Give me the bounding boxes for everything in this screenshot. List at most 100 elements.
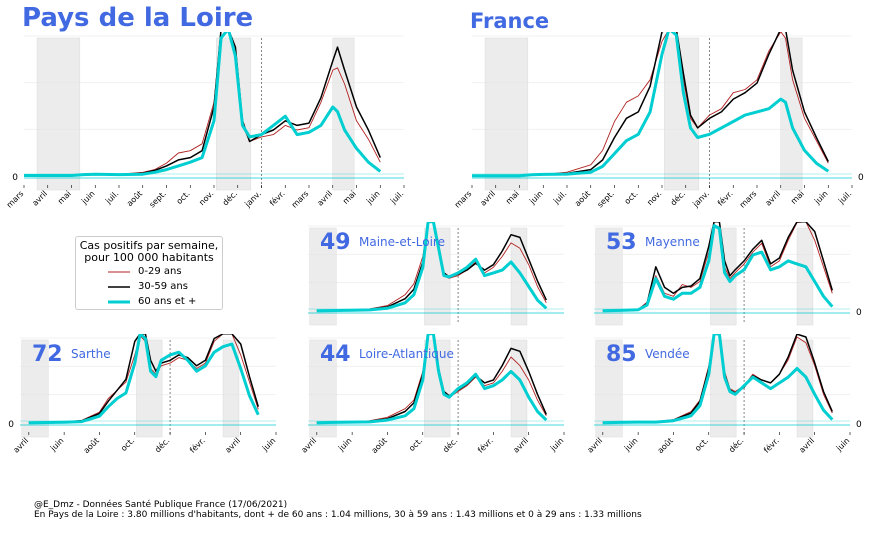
x-tick-label: juin (79, 189, 96, 206)
x-tick-label: déc. (726, 435, 745, 454)
series-line (472, 32, 829, 177)
dept-name: Maine-et-Loire (359, 235, 445, 249)
x-tick-label: déc. (152, 435, 171, 454)
series-group (24, 32, 382, 177)
chart-dept-85: 0 avril juin août oct. déc. févr. avril juin 85 Ve… (586, 334, 862, 455)
legend-label-60-plus: 60 ans et + (138, 296, 197, 307)
x-tick-label: juin (548, 436, 565, 453)
y-tick-label: 0 (858, 173, 864, 183)
dept-number: 85 (606, 342, 637, 367)
footer: @E_Dmz - Données Santé Publique France (… (34, 500, 642, 520)
x-tick-label: déc. (220, 188, 239, 207)
dept-number: 53 (606, 230, 637, 255)
x-tick-label: févr. (715, 188, 735, 208)
legend-swatch-60-plus (108, 300, 130, 303)
legend-item-0-29: 0-29 ans (76, 264, 222, 279)
x-tick-label: nov. (645, 189, 663, 207)
x-tick-label: oct. (175, 189, 192, 206)
series-group (316, 334, 548, 425)
page-title: Pays de la Loire (22, 3, 254, 33)
shaded-period (332, 37, 355, 191)
series-line (28, 334, 260, 425)
series-line (316, 222, 548, 313)
x-tick-label: avril (764, 189, 783, 208)
dept-name: Loire-Atlantique (359, 347, 454, 361)
x-tick-label: juin (527, 189, 544, 206)
x-tick-label: avril (511, 436, 530, 455)
series-group (472, 32, 830, 178)
y-tick-label: 0 (12, 173, 18, 183)
x-tick-label: août (656, 436, 675, 455)
legend: Cas positifs par semaine, pour 100 000 h… (75, 236, 223, 310)
x-tick-label: août (125, 189, 144, 208)
footer-population: En Pays de la Loire : 3.80 millions d'ha… (34, 510, 642, 520)
footer-source: @E_Dmz - Données Santé Publique France (… (34, 500, 288, 510)
series-group (316, 222, 548, 313)
x-tick-label: déc. (440, 435, 459, 454)
x-tick-label: oct. (693, 436, 710, 453)
x-tick-label: févr. (475, 435, 495, 455)
x-tick-label: juin (834, 436, 851, 453)
shaded-period (484, 37, 529, 191)
series-line (602, 334, 834, 425)
x-tick-label: mai (504, 189, 521, 206)
x-tick-label: avril (797, 436, 816, 455)
y-tick-label: 0 (856, 308, 862, 318)
series-line (316, 334, 548, 425)
x-tick-label: déc. (668, 188, 687, 207)
x-tick-label: janv. (243, 189, 263, 209)
x-tick-label: mai (789, 189, 806, 206)
x-tick-label: sept. (148, 189, 168, 209)
x-tick-label: avril (31, 189, 50, 208)
series-line (472, 32, 829, 177)
series-group (602, 334, 834, 425)
x-tick-label: oct. (119, 436, 136, 453)
x-tick-label: mars (453, 189, 474, 210)
x-tick-label: févr. (267, 188, 287, 208)
y-tick-label: 0 (8, 420, 14, 430)
legend-title-line1: Cas positifs par semaine, (79, 239, 219, 252)
legend-title: Cas positifs par semaine, pour 100 000 h… (76, 240, 222, 264)
x-tick-label: mai (341, 189, 358, 206)
legend-item-60-plus: 60 ans et + (76, 294, 222, 309)
legend-label-0-29: 0-29 ans (138, 266, 182, 277)
x-tick-label: mars (738, 189, 759, 210)
dept-name: Mayenne (645, 235, 700, 249)
x-tick-label: juin (48, 436, 65, 453)
dept-number: 44 (320, 342, 351, 367)
x-tick-label: févr. (761, 435, 781, 455)
legend-swatch-0-29 (108, 271, 130, 272)
x-tick-label: août (573, 189, 592, 208)
legend-title-line2: pour 100 000 habitants (84, 251, 214, 264)
x-tick-label: mars (5, 189, 26, 210)
x-tick-label: févr. (187, 435, 207, 455)
x-tick-label: juin (336, 436, 353, 453)
legend-item-30-59: 30-59 ans (76, 279, 222, 294)
chart-dept-53: 0 53 Mayenne (594, 222, 862, 326)
x-tick-label: avril (223, 436, 242, 455)
x-tick-label: juil. (388, 189, 405, 206)
shaded-period (222, 339, 240, 438)
dept-name: Vendée (645, 347, 690, 361)
x-tick-label: avril (316, 189, 335, 208)
x-tick-label: juil. (551, 189, 568, 206)
legend-swatch-30-59 (108, 285, 130, 288)
x-tick-label: avril (586, 436, 605, 455)
legend-label-30-59: 30-59 ans (138, 281, 188, 292)
series-line (28, 334, 260, 424)
x-tick-label: juin (364, 189, 381, 206)
dept-number: 72 (32, 342, 63, 367)
dept-name: Sarthe (71, 347, 111, 361)
x-tick-label: juin (260, 436, 277, 453)
x-tick-label: mai (56, 189, 73, 206)
shaded-period (510, 227, 528, 326)
x-tick-label: juil. (836, 189, 853, 206)
x-tick-label: juil. (103, 189, 120, 206)
shaded-period (510, 339, 528, 438)
x-tick-label: nov. (197, 189, 215, 207)
shaded-period (36, 37, 81, 191)
x-tick-label: sept. (596, 189, 616, 209)
